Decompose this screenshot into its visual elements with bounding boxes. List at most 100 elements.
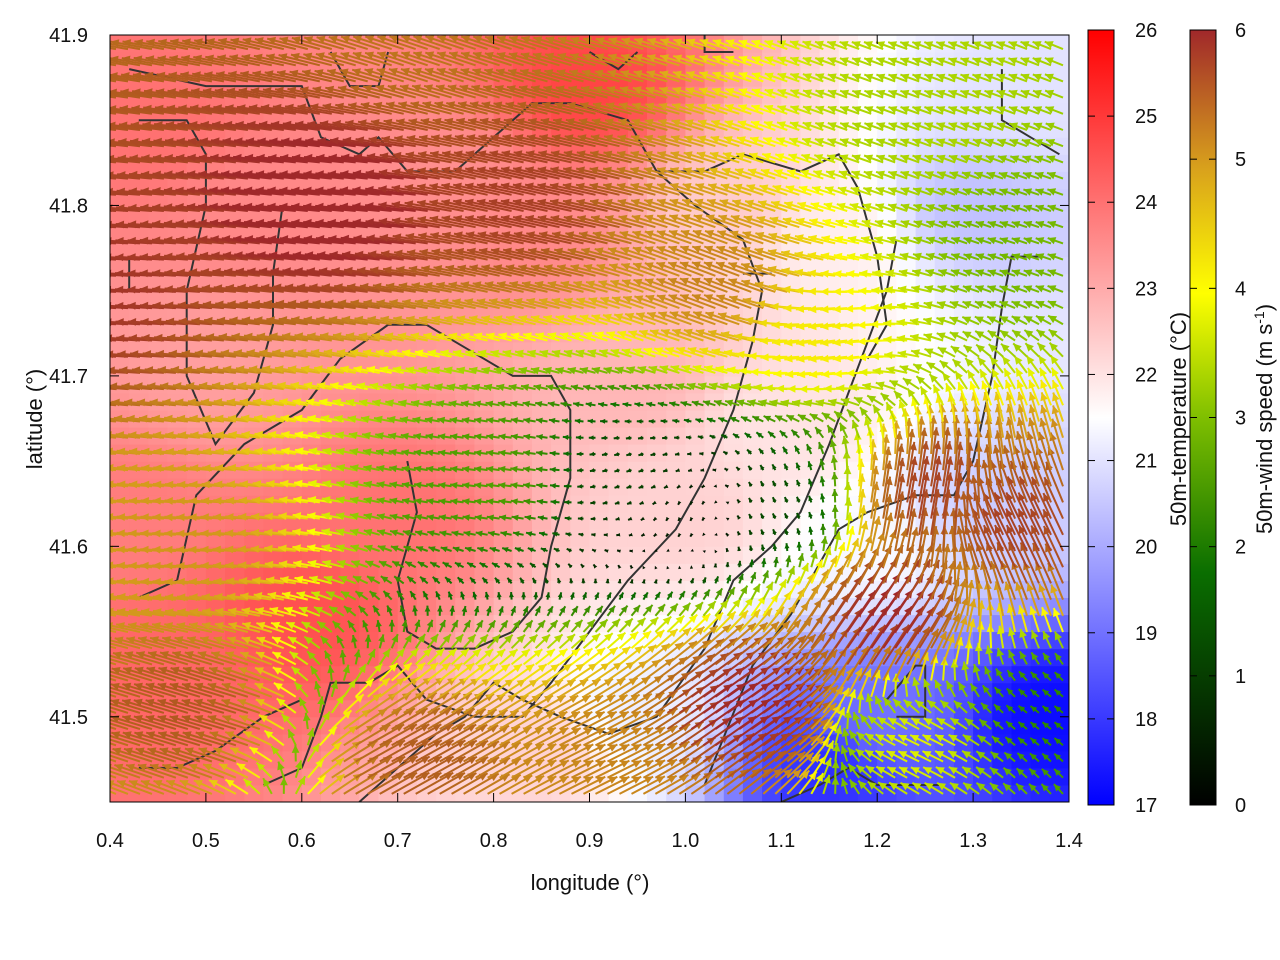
- temperature-cell: [685, 512, 706, 530]
- temperature-cell: [723, 529, 744, 547]
- temperature-cell: [666, 461, 686, 479]
- temperature-cell: [627, 529, 648, 547]
- temperature-cell: [819, 785, 840, 802]
- temperature-cell: [742, 529, 763, 547]
- temperature-cell: [666, 427, 686, 445]
- temperature-cell: [608, 427, 629, 445]
- temperature-cell: [762, 35, 782, 36]
- temperature-cell: [205, 35, 226, 36]
- temperature-cell: [742, 478, 763, 496]
- temperature-cell: [742, 495, 763, 513]
- temperature-cell: [186, 716, 207, 735]
- temperature-cell: [589, 410, 610, 428]
- temperature-cell: [858, 427, 878, 445]
- temperature-cell: [992, 35, 1013, 36]
- temperature-cell: [359, 597, 380, 616]
- temperature-cell: [781, 461, 802, 479]
- temperature-cell: [1049, 35, 1069, 36]
- temperature-cell: [532, 375, 552, 394]
- temperature-cell: [474, 512, 495, 530]
- wind-arrow-head: [78, 668, 87, 676]
- wind-arrow-head: [82, 780, 91, 787]
- temperature-cell: [129, 580, 149, 598]
- wind-arrow-head: [110, 651, 111, 654]
- temperature-cell: [666, 35, 686, 36]
- temperature-cell: [838, 35, 859, 36]
- temperature-cell: [148, 495, 169, 513]
- temperature-cell: [570, 495, 591, 513]
- wind-arrow-head: [92, 637, 101, 645]
- temperature-cell: [129, 495, 149, 513]
- temperature-cell: [167, 785, 188, 802]
- temperature-cell: [186, 580, 207, 598]
- temperature-cell: [321, 35, 341, 36]
- temperature-cell: [685, 563, 706, 581]
- temperature-cell: [244, 495, 265, 513]
- temperature-cell: [455, 580, 475, 598]
- temperature-cell: [282, 35, 303, 36]
- temperature-cell: [781, 375, 802, 394]
- temperature-cell: [742, 35, 763, 36]
- temperature-cell: [378, 495, 399, 513]
- temperature-cell: [110, 273, 130, 292]
- temperature-cell: [666, 495, 686, 513]
- temperature-cell: [647, 495, 667, 513]
- temperature-cell: [858, 35, 878, 36]
- temperature-cell: [570, 375, 591, 394]
- temperature-cell: [627, 444, 648, 462]
- temperature-cell: [838, 290, 859, 309]
- temperature-cell: [973, 35, 993, 36]
- temperature-cell: [666, 563, 686, 581]
- temperature-cell: [627, 427, 648, 445]
- temperature-cell: [608, 392, 629, 411]
- temperature-cell: [455, 478, 475, 496]
- temperature-cell: [647, 512, 667, 530]
- temperature-cell: [819, 35, 840, 36]
- temperature-cell: [1030, 750, 1051, 769]
- temperature-cell: [321, 682, 341, 701]
- wind-arrow-head: [94, 780, 103, 787]
- wind-arrow-head: [80, 764, 89, 771]
- temperature-cell: [742, 512, 763, 530]
- temperature-cell: [838, 444, 859, 462]
- temperature-cell: [474, 35, 495, 36]
- temperature-cell: [148, 290, 169, 309]
- temperature-cell: [723, 35, 744, 36]
- temperature-cell: [877, 35, 897, 36]
- temperature-cell: [340, 35, 360, 36]
- temperature-cell: [110, 290, 130, 309]
- temperature-cell: [685, 546, 706, 564]
- temperature-cell: [589, 597, 610, 616]
- wind-arrow-head: [93, 622, 102, 630]
- wind-arrow-head: [77, 699, 86, 707]
- temperature-cell: [263, 35, 284, 36]
- temperature-cell: [455, 512, 475, 530]
- temperature-cell: [282, 699, 303, 718]
- wind-arrow-head: [77, 683, 86, 690]
- temperature-cell: [493, 512, 514, 530]
- temperature-cell: [129, 631, 149, 650]
- temperature-cell: [359, 35, 380, 36]
- temperature-cell: [551, 375, 571, 394]
- temperature-cell: [359, 614, 380, 633]
- wind-arrow-head: [89, 732, 98, 739]
- temperature-cell: [781, 35, 802, 36]
- temperature-cell: [685, 529, 706, 547]
- temperature-cell: [455, 358, 475, 377]
- temperature-cell: [953, 35, 974, 36]
- temperature-cell: [1049, 35, 1069, 53]
- temperature-cell: [589, 427, 610, 445]
- temperature-cell: [474, 580, 495, 598]
- temperature-cell: [896, 35, 917, 36]
- temperature-cell: [110, 256, 130, 275]
- temperature-cell: [474, 495, 495, 513]
- wind-arrow-head: [88, 715, 97, 723]
- temperature-cell: [455, 495, 475, 513]
- temperature-cell: [589, 529, 610, 547]
- temperature-cell: [647, 461, 667, 479]
- temperature-cell: [378, 35, 399, 36]
- temperature-cell: [589, 375, 610, 394]
- temperature-cell: [647, 529, 667, 547]
- temperature-cell: [608, 546, 629, 564]
